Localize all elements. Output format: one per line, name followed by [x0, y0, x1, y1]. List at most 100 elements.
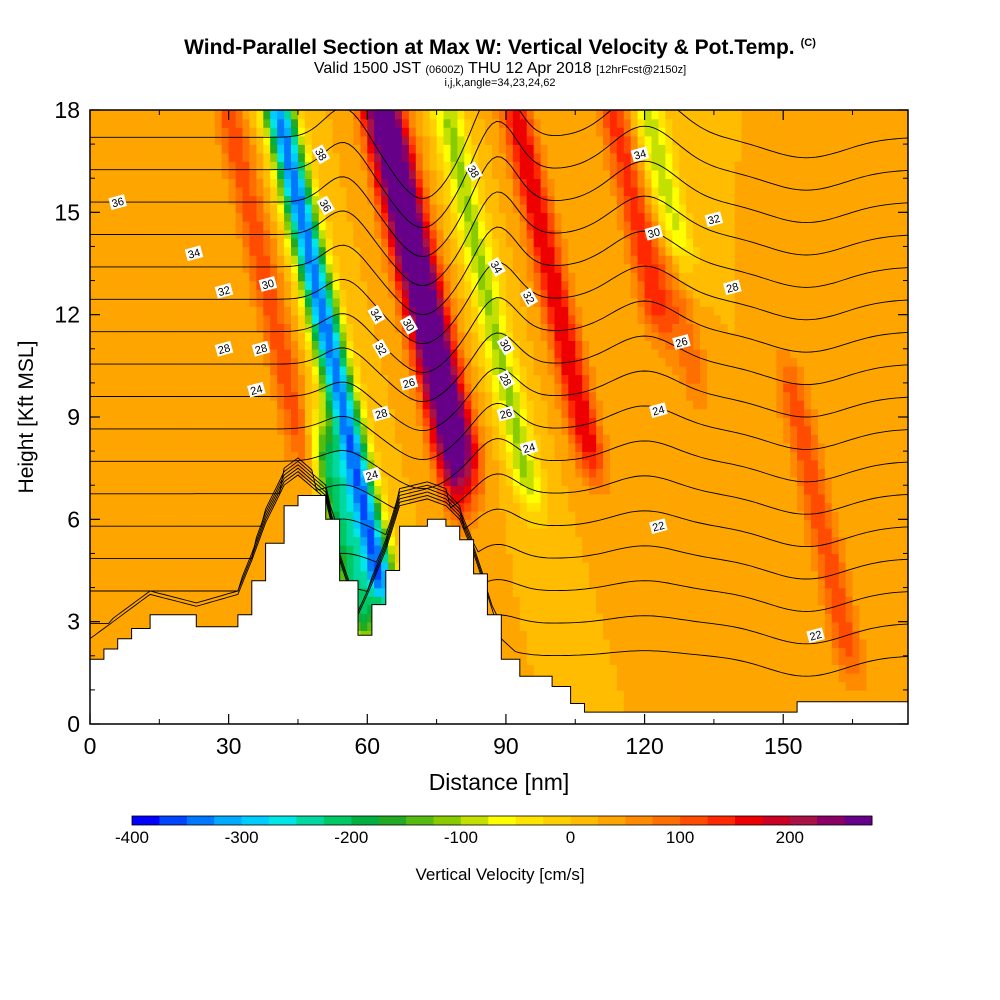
- contour-label: 26: [496, 405, 516, 422]
- contour-label: 24: [519, 439, 539, 456]
- contour-label: 38: [311, 144, 331, 165]
- contour-label-text: 22: [651, 520, 666, 535]
- contour-label-text: 28: [254, 342, 269, 357]
- x-tick-label: 120: [625, 733, 663, 759]
- colorbar-swatch: [762, 816, 791, 825]
- contour-label-text: 30: [497, 338, 514, 355]
- theta-contour-line: [90, 460, 908, 548]
- theta-contour-line: [90, 464, 908, 580]
- colorbar-swatch: [789, 816, 818, 825]
- colorbar-swatch: [570, 816, 599, 825]
- terrain-mask: [89, 495, 909, 725]
- contour-label: 30: [399, 314, 419, 335]
- colorbar-swatch: [844, 816, 873, 825]
- grid-indices: i,j,k,angle=34,23,24,62: [444, 77, 556, 89]
- colorbar-label: Vertical Velocity [cm/s]: [415, 865, 584, 884]
- contour-label: 30: [496, 335, 516, 356]
- copyright-mark: (C): [800, 37, 816, 49]
- contour-label-text: 28: [725, 281, 740, 296]
- contour-label: 22: [649, 518, 668, 535]
- theta-contour-line: [90, 402, 908, 461]
- contour-label: 34: [367, 304, 386, 325]
- contour-label: 24: [362, 467, 382, 484]
- colorbar-swatch: [488, 816, 517, 825]
- colorbar-swatch: [186, 816, 215, 825]
- contour-label-text: 26: [402, 376, 417, 391]
- x-tick-label: 30: [216, 733, 242, 759]
- contour-label-text: 32: [217, 284, 232, 299]
- x-axis-label: Distance [nm]: [429, 769, 570, 795]
- y-tick-label: 6: [67, 506, 80, 532]
- colorbar-frame: [131, 815, 873, 826]
- chart-subtitle: Valid 1500 JST (0600Z) THU 12 Apr 2018 […: [0, 60, 1000, 78]
- colorbar-swatch: [680, 816, 708, 825]
- contour-label: 32: [519, 287, 539, 308]
- theta-contour-line: [90, 467, 908, 612]
- contour-label-text: 36: [110, 196, 125, 211]
- colorbar-swatch: [515, 816, 544, 825]
- colorbar-swatch: [625, 816, 654, 825]
- colorbar-swatch: [378, 816, 407, 825]
- theta-contour-line: [90, 191, 908, 287]
- contour-label-text: 32: [372, 341, 389, 358]
- contour-label-text: 26: [499, 407, 514, 422]
- theta-contour-line: [90, 438, 908, 490]
- contour-label: 32: [704, 211, 724, 228]
- y-tick-label: 15: [54, 199, 80, 225]
- colorbar-swatch: [241, 816, 270, 825]
- contour-label-text: 30: [647, 226, 662, 241]
- contour-label: 24: [247, 381, 266, 398]
- contour-label: 26: [672, 334, 691, 350]
- theta-contour-line: [90, 226, 908, 316]
- y-tick-label: 9: [67, 404, 80, 430]
- contour-label: 28: [723, 279, 742, 296]
- contour-label: 32: [214, 282, 234, 299]
- theta-contour-line: [90, 120, 908, 229]
- contour-label-text: 24: [365, 469, 380, 484]
- y-tick-label: 18: [54, 97, 80, 123]
- contour-label-text: 24: [522, 441, 537, 456]
- colorbar-tick-label: -100: [444, 828, 478, 847]
- contour-label: 30: [258, 276, 278, 292]
- theta-contour-line: [90, 367, 908, 432]
- theta-contour-line: [90, 110, 908, 200]
- valid-time: Valid 1500 JST: [313, 60, 421, 77]
- colorbar-swatch: [707, 816, 736, 825]
- x-tick-label: 0: [84, 733, 97, 759]
- contour-label-text: 34: [367, 307, 384, 324]
- contour-label: 32: [372, 338, 391, 359]
- theta-contours: [90, 110, 908, 677]
- contour-label: 36: [316, 195, 335, 216]
- y-tick-label: 0: [67, 711, 80, 737]
- colorbar-swatch: [214, 816, 243, 825]
- chart-title: Wind-Parallel Section at Max W: Vertical…: [184, 36, 816, 59]
- colorbar-swatch: [159, 816, 188, 825]
- y-axis-label: Height [Kft MSL]: [15, 341, 38, 494]
- contour-label-text: 22: [808, 629, 823, 644]
- colorbar-swatch: [351, 816, 380, 825]
- contour-label: 34: [184, 245, 204, 262]
- contour-label-text: 32: [707, 213, 722, 228]
- colorbar-tick-label: 100: [666, 828, 694, 847]
- contour-label-text: 24: [651, 404, 666, 419]
- colorbar-swatch: [543, 816, 571, 825]
- colorbar-swatch: [817, 816, 846, 825]
- contour-label: 28: [251, 340, 271, 357]
- valid-utc: (0600Z): [425, 64, 464, 76]
- colorbar-swatch: [406, 816, 434, 825]
- theta-contour-line: [90, 457, 908, 515]
- x-tick-label: 60: [354, 733, 380, 759]
- x-tick-label: 90: [493, 733, 519, 759]
- colorbar-swatch: [597, 816, 626, 825]
- valid-date: THU 12 Apr 2018: [468, 60, 592, 77]
- theta-contour-line: [90, 156, 908, 258]
- contour-label-text: 36: [317, 198, 334, 215]
- colorbar-tick-label: -300: [225, 828, 259, 847]
- colorbar-swatch: [132, 816, 160, 825]
- contour-label: 36: [108, 194, 127, 211]
- contour-label: 22: [806, 627, 825, 644]
- theta-contour-line: [90, 332, 908, 403]
- y-tick-label: 3: [67, 609, 80, 635]
- colorbar-swatch: [433, 816, 462, 825]
- contour-label: 38: [464, 161, 483, 182]
